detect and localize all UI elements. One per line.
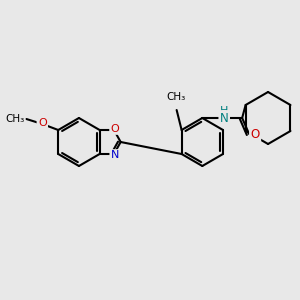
Text: N: N	[111, 151, 119, 160]
Text: O: O	[38, 118, 47, 128]
Text: CH₃: CH₃	[5, 113, 24, 124]
Text: O: O	[111, 124, 119, 134]
Text: CH₃: CH₃	[166, 92, 185, 102]
Text: N: N	[220, 112, 229, 124]
Text: O: O	[250, 128, 260, 142]
Text: H: H	[220, 106, 228, 116]
